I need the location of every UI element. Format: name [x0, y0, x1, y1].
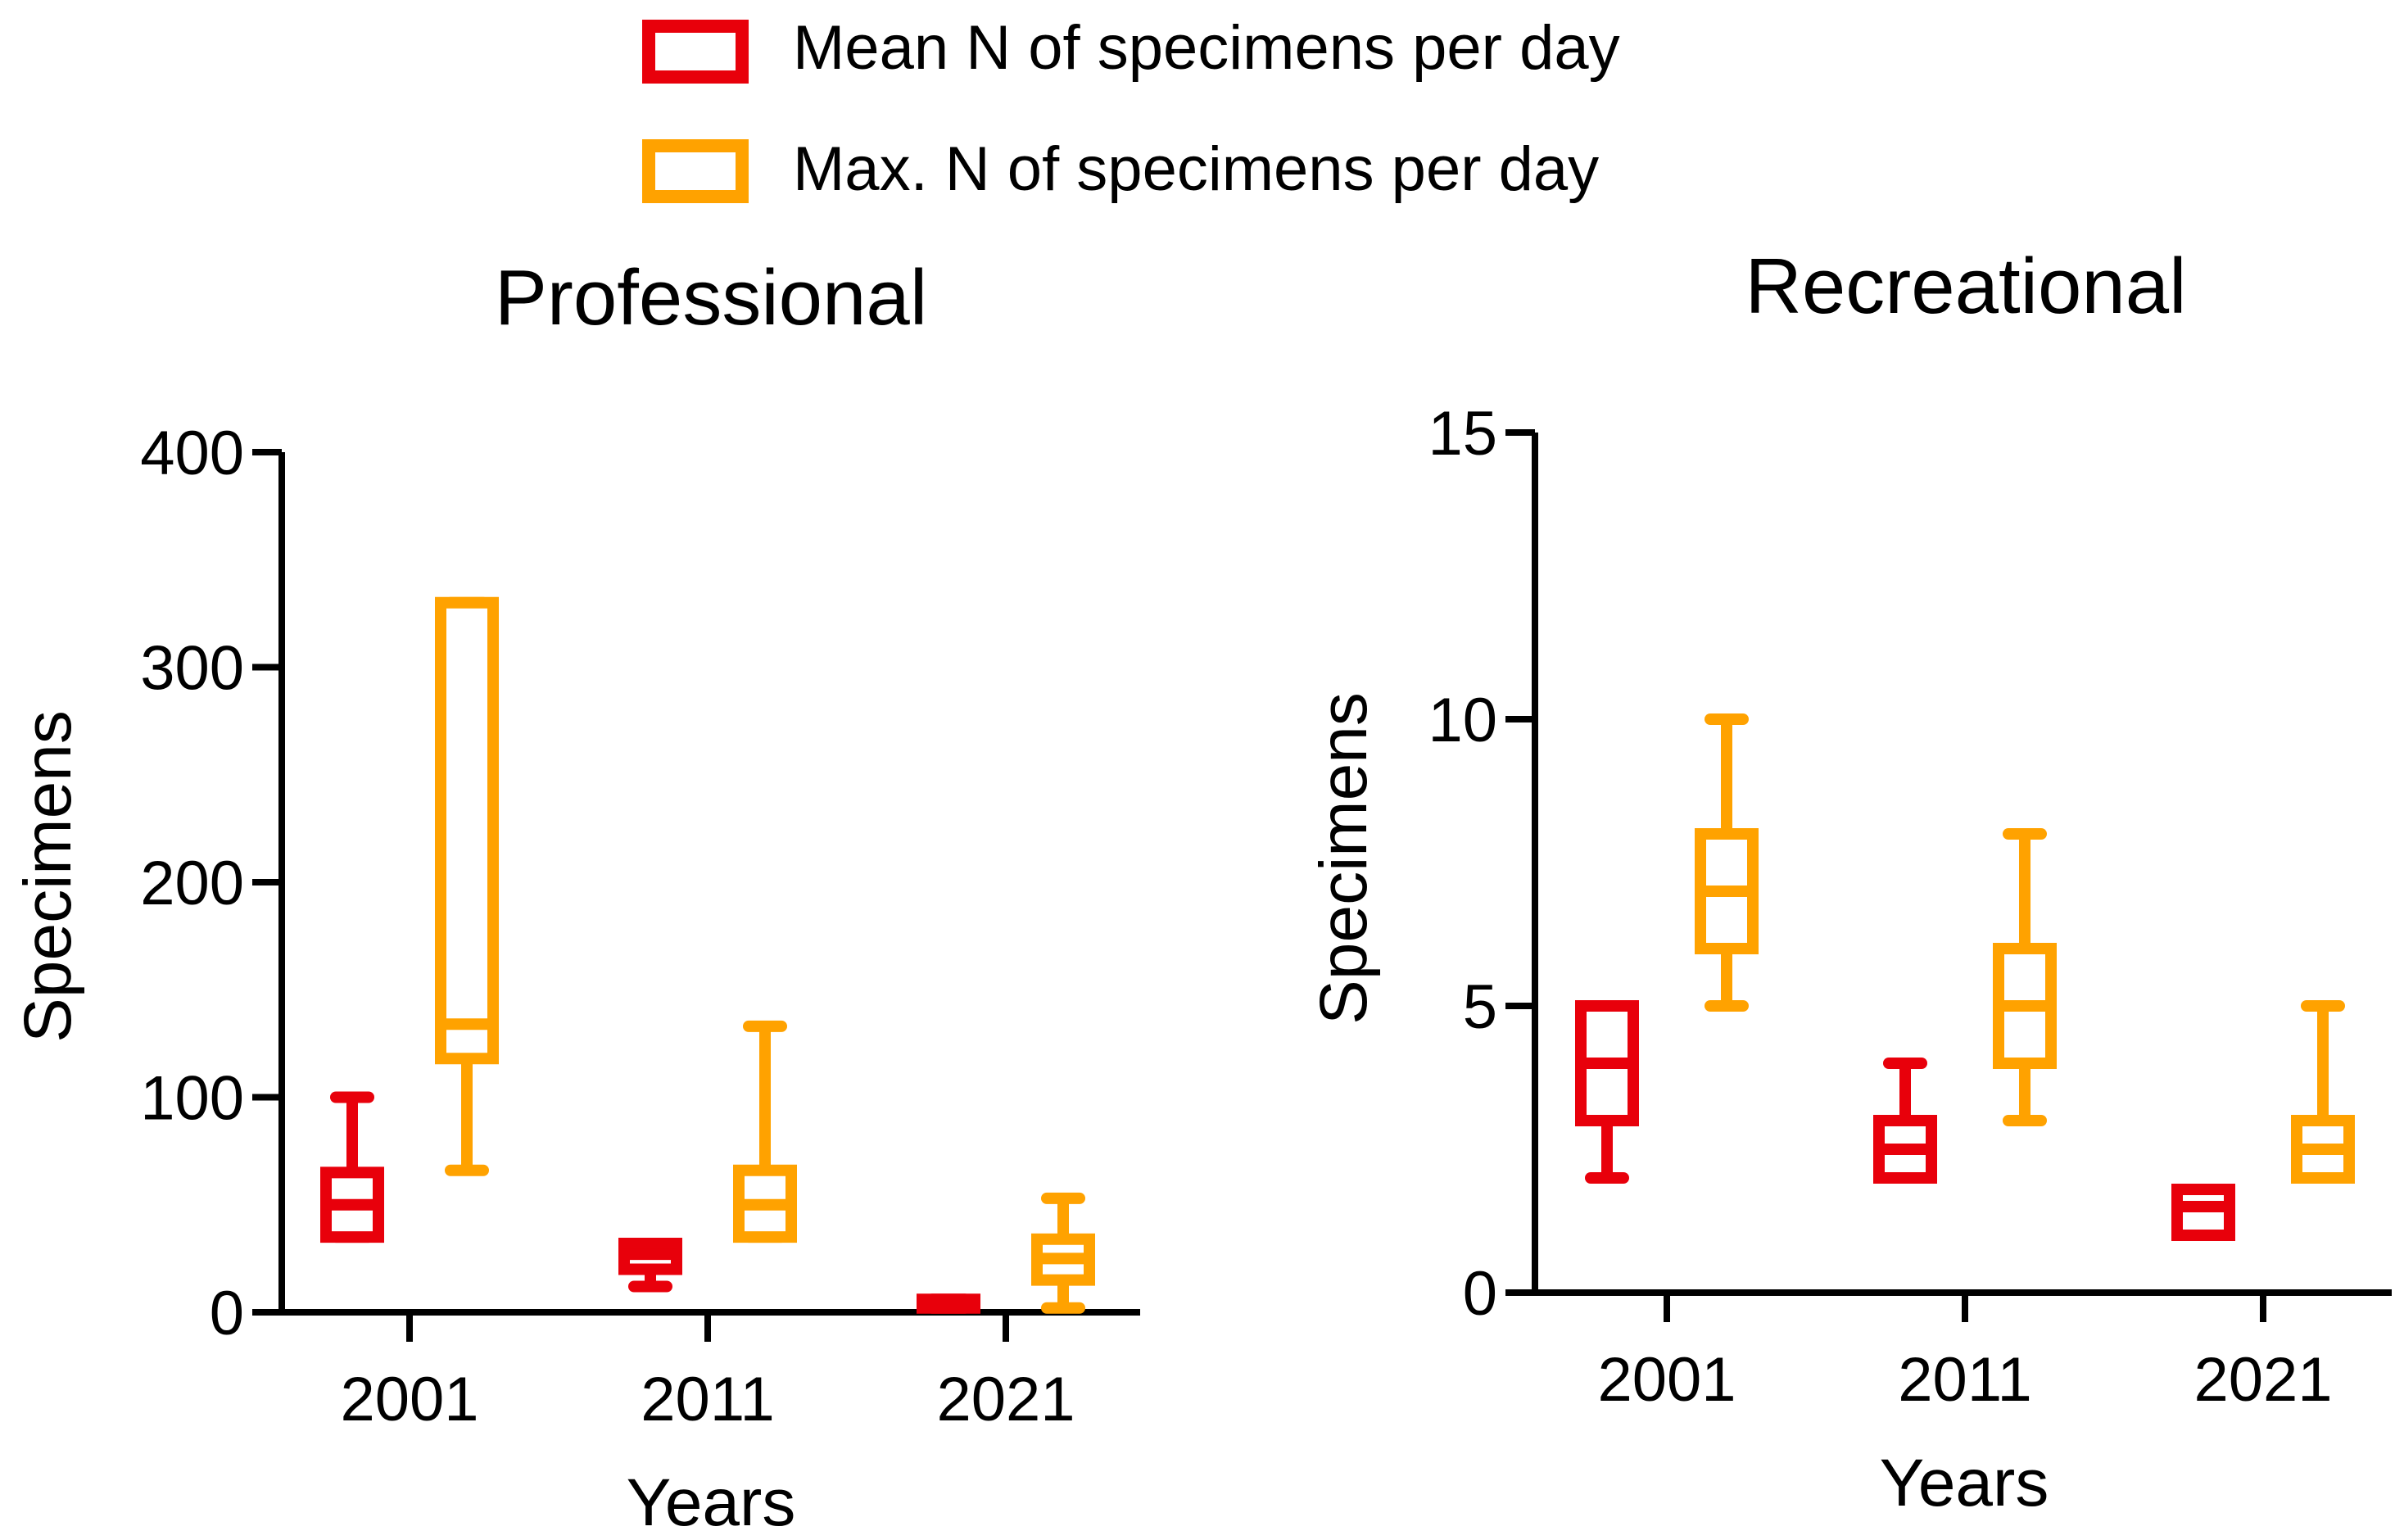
- axes-recreational: [1532, 433, 2392, 1296]
- legend-label-mean: Mean N of specimens per day: [793, 13, 1620, 83]
- x-tick-label: 2021: [936, 1365, 1075, 1434]
- box-mean-2001: [1575, 1000, 1639, 1184]
- legend: Mean N of specimens per day Max. N of sp…: [642, 13, 1620, 204]
- x-tick-label: 2001: [340, 1365, 478, 1434]
- chart-title-professional: Professional: [495, 254, 927, 342]
- box-mean-2001: [320, 1091, 384, 1243]
- box-mean-2021: [2171, 1184, 2235, 1241]
- legend-swatch-max: [642, 139, 749, 203]
- box-max-2011: [733, 1020, 797, 1243]
- box-max-2021: [1031, 1192, 1095, 1314]
- box-max-2021: [2291, 1000, 2355, 1184]
- legend-swatch-mean: [642, 20, 749, 84]
- boxes-professional: [320, 596, 1095, 1314]
- legend-label-max: Max. N of specimens per day: [793, 134, 1599, 204]
- y-tick-label: 15: [1428, 399, 1497, 469]
- x-tick-label: 2011: [641, 1365, 774, 1434]
- box-iqr: [435, 596, 499, 1065]
- x-ticks-recreational: 2001 2011 2021: [1597, 1293, 2333, 1415]
- y-tick-label: 0: [1463, 1259, 1497, 1329]
- x-tick-label: 2011: [1898, 1345, 2031, 1415]
- x-ticks-professional: 2001 2011 2021: [340, 1312, 1075, 1434]
- x-axis-label-professional: Years: [627, 1465, 796, 1540]
- y-ticks-recreational: 0 5 10 15: [1428, 399, 1535, 1329]
- y-tick-label: 0: [210, 1279, 244, 1348]
- chart-professional: Professional Specimens Years 0 100 200 300 4…: [11, 254, 1140, 1540]
- box-mean-2011: [618, 1238, 682, 1293]
- x-tick-label: 2021: [2193, 1345, 2332, 1415]
- y-tick-label: 300: [140, 634, 244, 704]
- boxes-recreational: [1575, 713, 2355, 1241]
- x-tick-label: 2001: [1597, 1345, 1736, 1415]
- box-max-2001: [1695, 713, 1759, 1012]
- y-tick-label: 400: [140, 419, 244, 488]
- box-mean-2011: [1873, 1058, 1937, 1184]
- y-tick-label: 200: [140, 849, 244, 918]
- axes-professional: [278, 452, 1140, 1316]
- y-axis-label-recreational: Specimens: [1306, 692, 1381, 1025]
- box-max-2001: [435, 596, 499, 1176]
- x-axis-label-recreational: Years: [1880, 1446, 2049, 1520]
- y-ticks-professional: 0 100 200 300 400: [140, 419, 282, 1348]
- chart-title-recreational: Recreational: [1745, 242, 2187, 330]
- y-axis-label-professional: Specimens: [11, 710, 85, 1043]
- chart-recreational: Recreational Specimens Years 0 5 10 15 2001…: [1306, 242, 2392, 1520]
- box-max-2011: [1993, 828, 2057, 1126]
- y-tick-label: 5: [1463, 972, 1497, 1042]
- y-tick-label: 100: [140, 1064, 244, 1134]
- box-mean-2021: [917, 1293, 980, 1314]
- y-tick-label: 10: [1428, 686, 1497, 755]
